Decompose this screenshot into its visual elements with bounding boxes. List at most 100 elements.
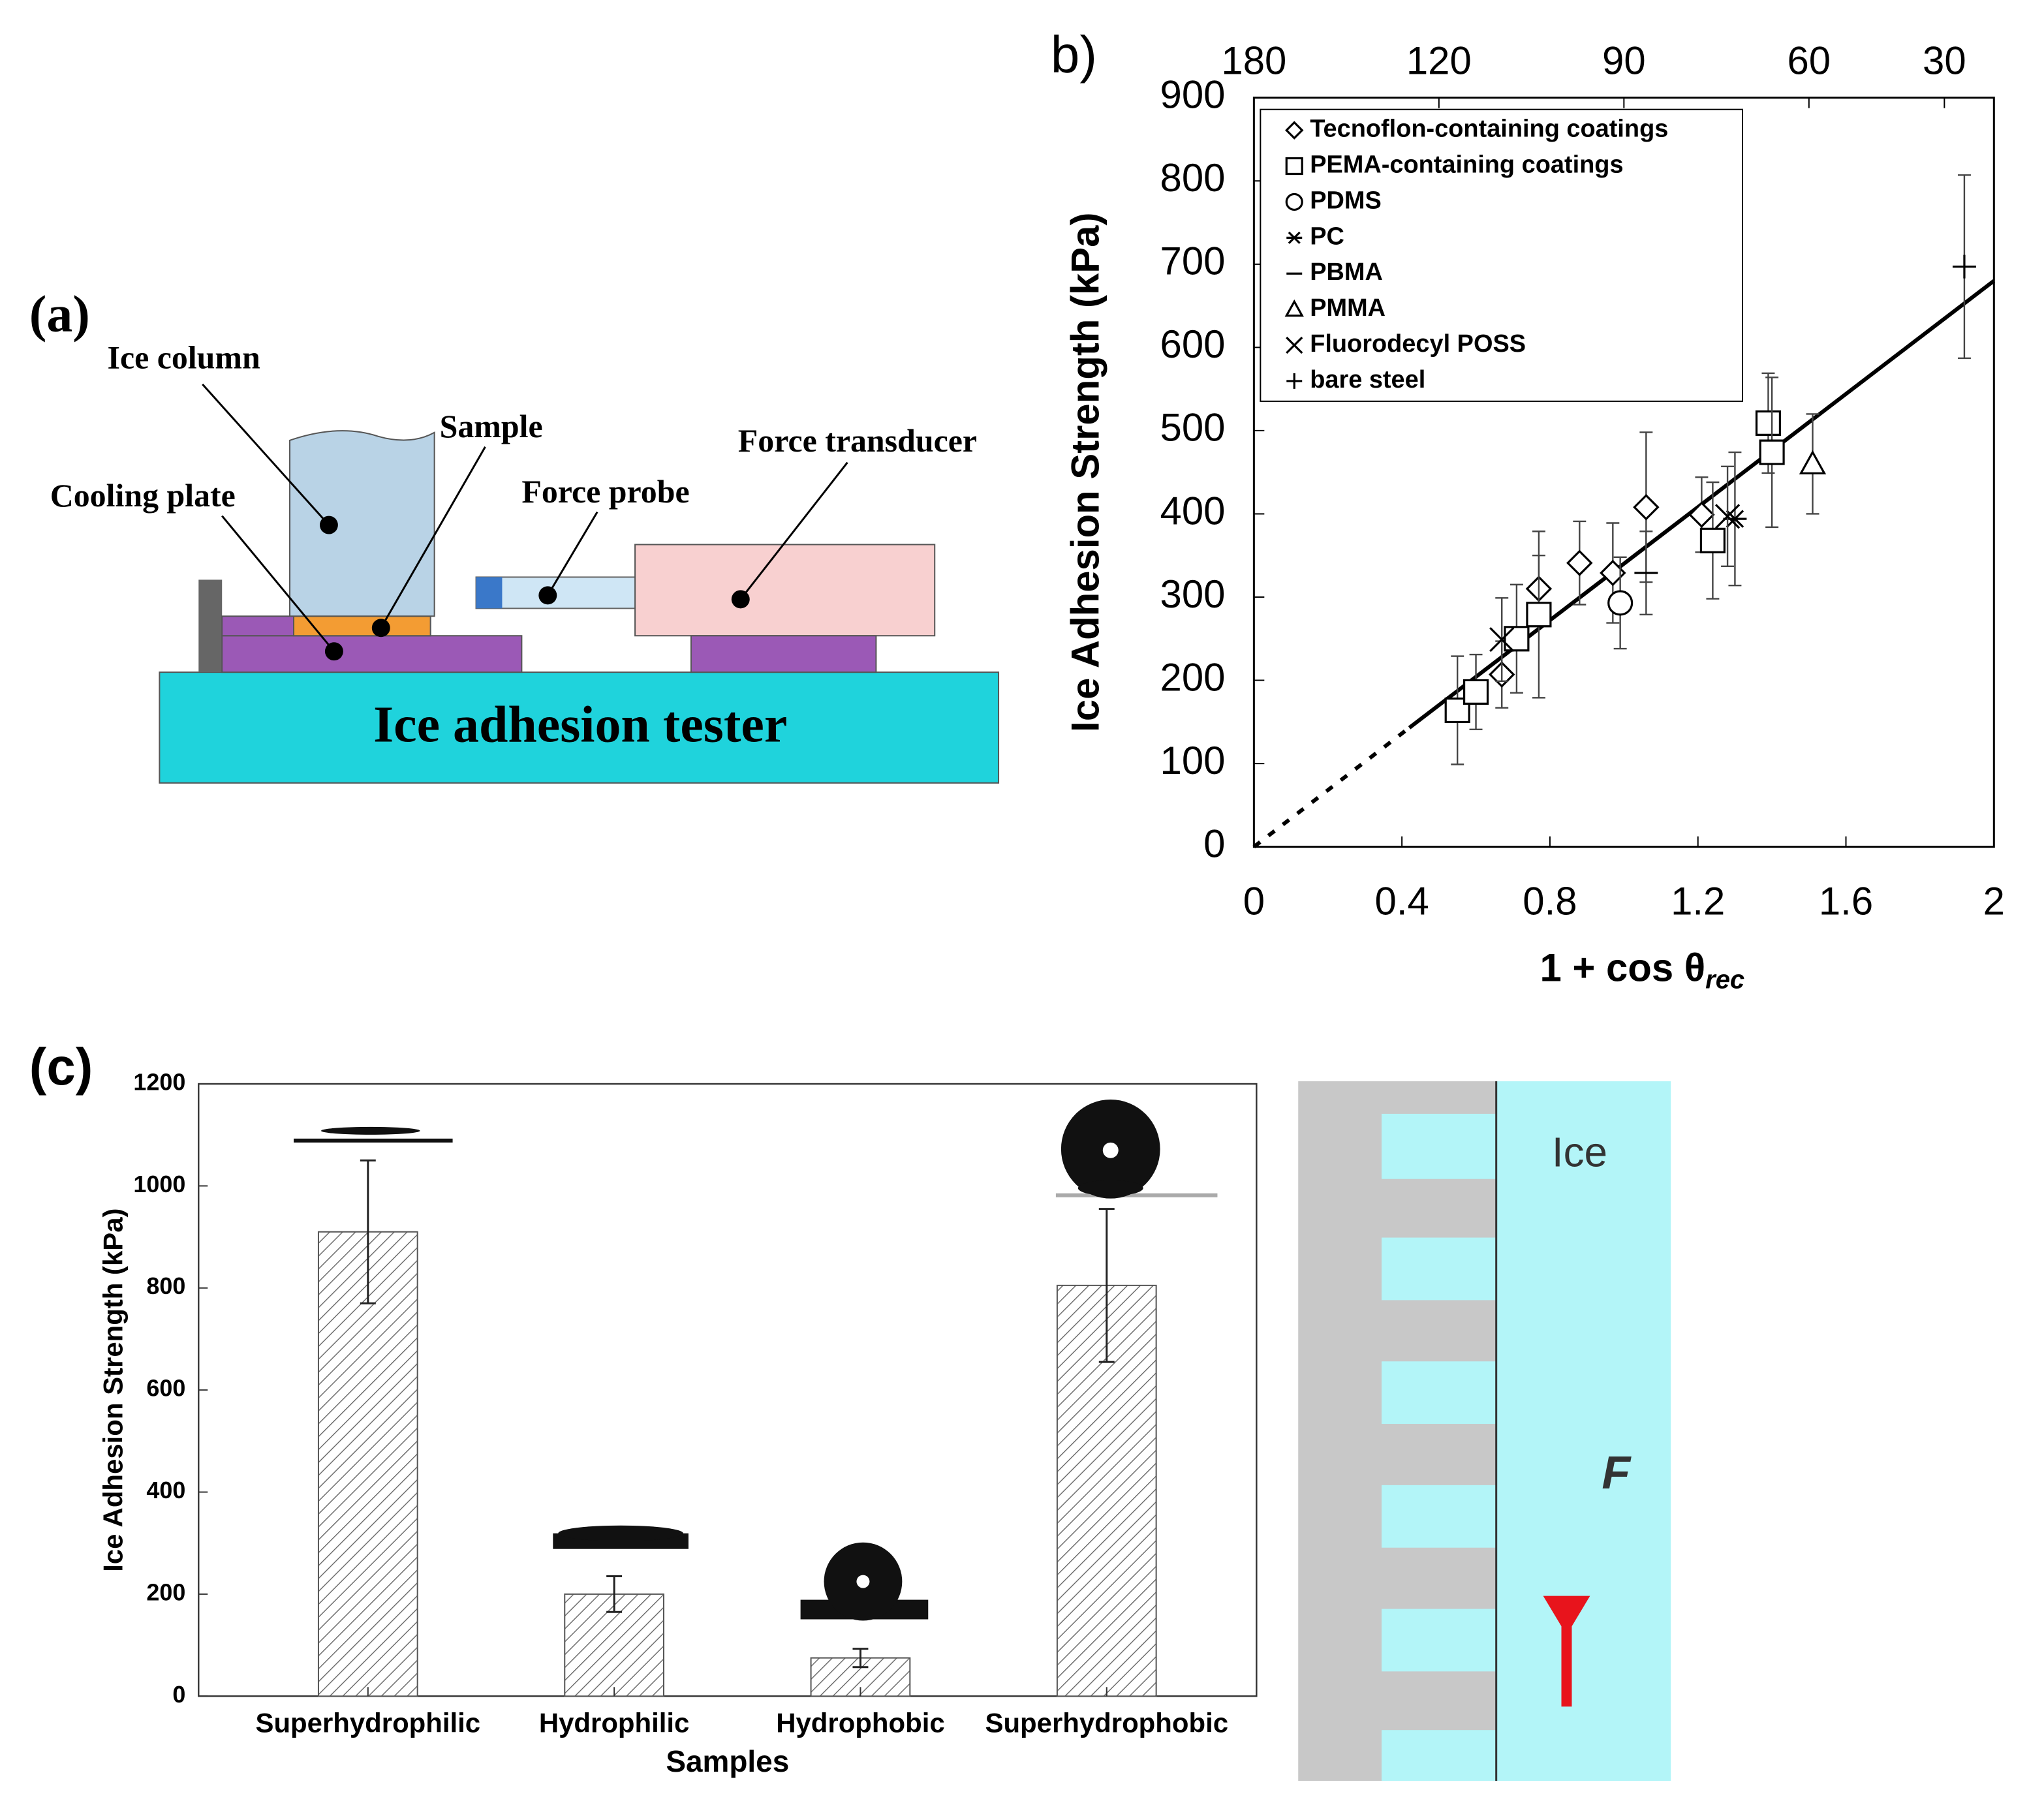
- legend-marker: [1285, 121, 1304, 140]
- data-point: [1688, 501, 1715, 528]
- y-tick-label: 400: [1160, 489, 1226, 532]
- legend-marker: [1286, 336, 1303, 354]
- panel-label: (a): [29, 285, 90, 343]
- tester-label: Ice adhesion tester: [373, 696, 787, 753]
- x-tick-label: Superhydrophobic: [985, 1707, 1229, 1738]
- x-axis-label: 1 + cos θrec: [1540, 946, 1744, 994]
- panel-label: b): [1051, 25, 1097, 84]
- legend-label: PBMA: [1310, 258, 1383, 286]
- x-tick-label: 0: [1243, 879, 1265, 923]
- x2-tick-label: 30: [1923, 39, 1966, 83]
- y-tick-label: 1200: [133, 1068, 185, 1095]
- x-tick-label: Superhydrophilic: [256, 1707, 481, 1738]
- y-tick-label: 700: [1160, 239, 1226, 283]
- y-axis-label: Ice Adhesion Strength (kPa): [98, 1208, 129, 1571]
- leader-lines: [202, 383, 848, 653]
- data-point: [1633, 494, 1660, 521]
- x2-tick-label: 60: [1788, 39, 1831, 83]
- transducer-base: [690, 635, 877, 673]
- legend-label: Fluorodecyl POSS: [1310, 330, 1526, 358]
- y-tick-label: 400: [146, 1477, 185, 1503]
- legend-marker: [1285, 157, 1303, 176]
- post: [198, 579, 223, 673]
- x-axis-label-sub: rec: [1705, 965, 1744, 994]
- y-tick-label: 100: [1160, 739, 1226, 782]
- error-bar: [606, 1575, 623, 1613]
- force-label: F: [1602, 1447, 1632, 1499]
- y-tick-label: 0: [1203, 822, 1225, 865]
- x-tick-label: 0.4: [1375, 879, 1429, 923]
- label: Ice column: [108, 339, 260, 375]
- x2-tick-label: 180: [1221, 39, 1286, 83]
- y-tick-label: 600: [146, 1375, 185, 1402]
- x-tick-label: 2: [1983, 879, 2005, 923]
- data-point: [1714, 504, 1741, 529]
- data-point: [1799, 450, 1827, 474]
- x-tick-label: 0.8: [1523, 879, 1577, 923]
- legend-label: Tecnoflon-containing coatings: [1310, 116, 1668, 143]
- x-tick-label: 1.2: [1671, 879, 1725, 923]
- data-point: [1607, 590, 1634, 616]
- pores: [1382, 1113, 1496, 1781]
- ice-label: Ice: [1552, 1129, 1607, 1176]
- legend-marker: [1285, 193, 1303, 211]
- data-point: [1952, 254, 1976, 279]
- error-bar: [1098, 1208, 1115, 1363]
- force-transducer: [634, 544, 936, 637]
- data-point: [1463, 679, 1489, 705]
- y-tick-label: 800: [1160, 156, 1226, 200]
- legend-label: bare steel: [1310, 366, 1425, 393]
- data-point: [1566, 549, 1593, 576]
- y-tick-label: 200: [1160, 655, 1226, 699]
- error-bar: [852, 1648, 869, 1669]
- x-axis-label-main: 1 + cos θ: [1540, 946, 1705, 989]
- y-tick-label: 900: [1160, 73, 1226, 117]
- arrow-head: [1543, 1595, 1590, 1635]
- data-point: [1489, 626, 1515, 653]
- y-tick-label: 1000: [133, 1171, 185, 1197]
- y-tick-label: 0: [172, 1681, 185, 1708]
- legend-label: PC: [1310, 223, 1344, 250]
- panel-label: (c): [29, 1038, 93, 1096]
- ice-column: [289, 430, 435, 617]
- cooling-plate: [221, 635, 523, 673]
- x-axis-label: Samples: [666, 1744, 789, 1778]
- data-point: [1526, 602, 1552, 628]
- data-point: [1759, 439, 1785, 465]
- diagram-c: Ice F: [1298, 1081, 1671, 1781]
- label: Cooling plate: [50, 478, 236, 514]
- y-axis-label: Ice Adhesion Strength (kPa): [1064, 213, 1107, 732]
- data-point: [1699, 527, 1726, 553]
- legend-label: PDMS: [1310, 187, 1382, 214]
- x2-tick-label: 90: [1602, 39, 1646, 83]
- droplets: [294, 1099, 1218, 1621]
- legend-marker: [1284, 299, 1304, 317]
- label: Sample: [440, 408, 543, 444]
- y-tick-label: 200: [146, 1579, 185, 1605]
- legend-label: PEMA-containing coatings: [1310, 151, 1623, 179]
- tester-base: [159, 671, 1000, 784]
- legend-marker: [1286, 373, 1303, 389]
- fit-line: [1252, 726, 1411, 849]
- y-tick-label: 300: [1160, 572, 1226, 616]
- data-point: [1755, 410, 1782, 437]
- x2-tick-label: 120: [1406, 39, 1472, 83]
- y-tick-label: 800: [146, 1272, 185, 1299]
- probe-tip: [476, 577, 503, 609]
- legend-marker: [1286, 231, 1303, 244]
- substrate: [1298, 1081, 1496, 1781]
- x-tick-label: Hydrophilic: [539, 1707, 690, 1738]
- label: Force transducer: [738, 423, 977, 459]
- y-tick-label: 500: [1160, 406, 1226, 450]
- dots: [319, 516, 750, 661]
- legend-label: PMMA: [1310, 294, 1386, 322]
- label: Force probe: [521, 474, 689, 510]
- legend-box: [1260, 108, 1744, 402]
- x-tick-label: 1.6: [1819, 879, 1873, 923]
- diagram-a: (a) Ice adhesion tester Ice column Sampl…: [29, 285, 1000, 784]
- error-bar: [360, 1159, 376, 1304]
- ice: [1496, 1081, 1671, 1781]
- y-tick-label: 600: [1160, 322, 1226, 366]
